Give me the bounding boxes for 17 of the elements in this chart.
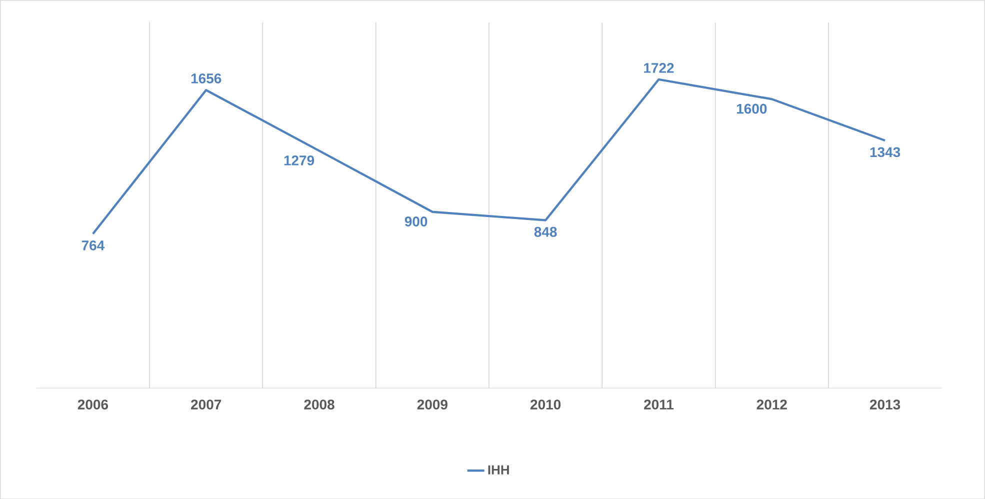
- x-tick-label: 2011: [644, 399, 674, 410]
- x-tick-label: 2009: [417, 399, 448, 410]
- x-tick-label: 2013: [870, 399, 900, 410]
- data-label: 900: [404, 216, 428, 226]
- data-label: 764: [82, 240, 105, 250]
- legend-label: IHH: [488, 465, 509, 474]
- data-label: 1343: [870, 147, 900, 157]
- data-label: 1722: [644, 62, 674, 73]
- x-tick-label: 2006: [78, 399, 108, 410]
- x-tick-label: 2012: [756, 399, 787, 410]
- data-label: 1600: [736, 104, 767, 114]
- data-label: 1279: [284, 155, 314, 166]
- x-tick-label: 2008: [304, 399, 334, 410]
- data-label: 1656: [191, 73, 222, 84]
- data-label: 848: [534, 226, 557, 237]
- x-tick-label: 2010: [530, 399, 561, 410]
- x-tick-label: 2007: [191, 399, 222, 410]
